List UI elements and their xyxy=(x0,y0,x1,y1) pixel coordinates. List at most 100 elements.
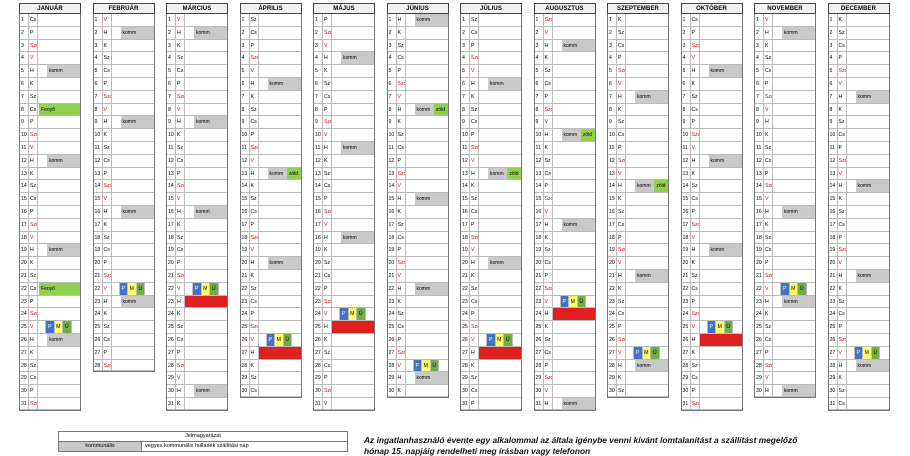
day-number: 17 xyxy=(167,219,176,232)
day-number: 16 xyxy=(461,206,470,219)
empty-cell xyxy=(553,385,595,398)
day-number: 1 xyxy=(388,14,397,27)
empty-cell xyxy=(847,308,889,321)
weekday-letter: P xyxy=(470,219,479,232)
weekday-letter: P xyxy=(838,321,847,334)
komm-collection: komm xyxy=(709,65,742,77)
weekday-letter: Sz xyxy=(29,180,38,193)
event-cell: komm xyxy=(332,142,374,155)
day-number: 15 xyxy=(461,193,470,206)
day-number: 15 xyxy=(608,193,617,206)
weekday-letter: V xyxy=(176,372,185,385)
empty-cell xyxy=(112,360,154,372)
day-number: 8 xyxy=(608,104,617,117)
day-number: 29 xyxy=(535,372,544,385)
weekday-letter: K xyxy=(250,91,259,104)
weekday-letter: V xyxy=(617,257,626,270)
selective-waste-glass: Ü xyxy=(578,296,587,309)
weekday-letter: Sz xyxy=(323,257,332,270)
day-number: 20 xyxy=(314,257,323,270)
weekday-letter: K xyxy=(691,168,700,181)
empty-cell xyxy=(479,206,521,219)
empty-cell xyxy=(406,168,448,181)
weekday-letter: P xyxy=(544,270,553,283)
day-number: 20 xyxy=(461,257,470,270)
weekday-letter: V xyxy=(764,104,773,117)
weekday-letter: Szo xyxy=(838,65,847,78)
empty-cell xyxy=(112,347,154,360)
weekday-letter: Cs xyxy=(544,168,553,181)
empty-cell xyxy=(406,129,448,142)
day-number: 29 xyxy=(241,372,250,385)
day-row: 22Szo xyxy=(534,283,596,296)
weekday-letter: Szo xyxy=(176,180,185,193)
day-number: 2 xyxy=(388,27,397,40)
empty-cell xyxy=(112,270,154,283)
day-row: 14Szo xyxy=(754,180,816,193)
day-number: 6 xyxy=(682,78,691,91)
day-row: 13Szo xyxy=(387,168,449,181)
empty-cell xyxy=(626,385,668,397)
day-number: 17 xyxy=(535,219,544,232)
empty-cell xyxy=(185,219,227,232)
empty-cell xyxy=(479,193,521,206)
day-number: 5 xyxy=(94,65,103,78)
day-number: 21 xyxy=(167,270,176,283)
day-row: 4Szo xyxy=(460,52,522,65)
weekday-letter: K xyxy=(250,270,259,283)
weekday-letter: K xyxy=(764,219,773,232)
event-cell: komm xyxy=(185,385,227,398)
weekday-letter: K xyxy=(29,257,38,270)
empty-cell xyxy=(38,91,80,104)
weekday-letter: Sz xyxy=(397,40,406,53)
empty-cell xyxy=(626,372,668,385)
notice-line-1: Az ingatlanhasználó évente egy alkalomma… xyxy=(364,435,904,446)
day-number: 10 xyxy=(314,129,323,142)
empty-cell xyxy=(38,40,80,53)
empty-cell xyxy=(553,270,595,283)
day-number: 24 xyxy=(608,308,617,321)
day-number: 11 xyxy=(755,142,764,155)
weekday-letter: H xyxy=(176,27,185,40)
spacer-cell xyxy=(112,283,120,296)
empty-cell xyxy=(259,360,301,373)
day-number: 10 xyxy=(608,129,617,142)
empty-cell xyxy=(38,129,80,142)
day-number: 31 xyxy=(20,398,29,410)
empty-cell xyxy=(332,104,374,117)
komm-collection: komm xyxy=(194,385,227,397)
weekday-letter: H xyxy=(397,193,406,206)
empty-cell xyxy=(332,155,374,168)
empty-cell xyxy=(553,116,595,129)
selective-waste-paper: P xyxy=(120,283,129,296)
day-number: 10 xyxy=(461,129,470,142)
empty-cell xyxy=(185,129,227,142)
legend-key: kommunális xyxy=(59,442,142,451)
empty-cell xyxy=(773,116,815,129)
day-number: 20 xyxy=(608,257,617,270)
